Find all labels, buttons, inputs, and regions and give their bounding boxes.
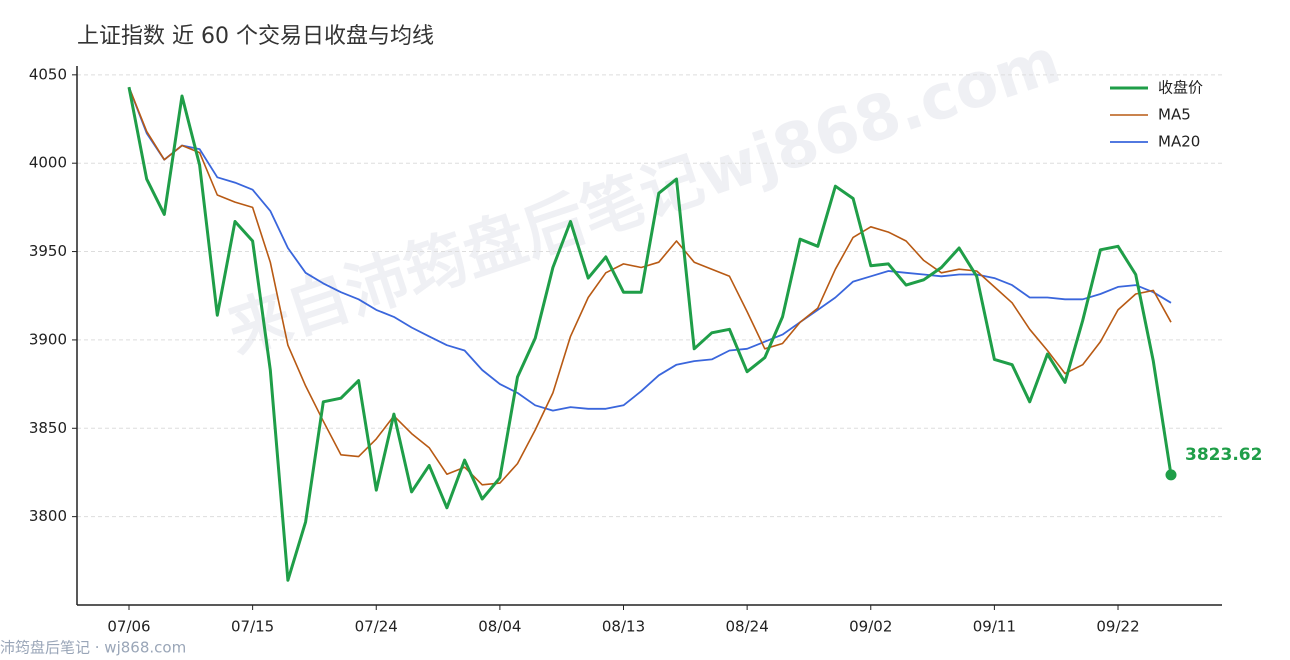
series-line [128,86,1172,412]
end-label: 3823.62 [1185,445,1262,465]
x-tick-label: 09/22 [1096,618,1139,636]
end-point [1165,469,1177,481]
chart-title: 上证指数 近 60 个交易日收盘与均线 [77,24,434,49]
y-tick-label: 3900 [29,330,67,348]
source-note: 沛筠盘后笔记 · wj868.com [0,639,186,657]
x-tick-label: 07/06 [107,618,150,636]
y-tick-label: 3800 [29,507,67,525]
y-tick-label: 4000 [29,154,67,172]
y-tick-label: 4050 [29,65,67,83]
x-tick-label: 08/24 [726,618,769,636]
y-tick-label: 3950 [29,242,67,260]
x-tick-label: 09/02 [849,618,892,636]
legend-label: MA5 [1158,106,1191,124]
x-tick-label: 07/15 [231,618,274,636]
legend-label: 收盘价 [1158,79,1203,97]
series-line [127,86,1173,582]
x-tick-label: 09/11 [973,618,1016,636]
legend-label: MA20 [1158,133,1200,151]
x-tick-label: 07/24 [355,618,398,636]
y-tick-label: 3850 [29,419,67,437]
x-tick-label: 08/04 [478,618,521,636]
x-tick-label: 08/13 [602,618,645,636]
series-line [128,86,1172,486]
